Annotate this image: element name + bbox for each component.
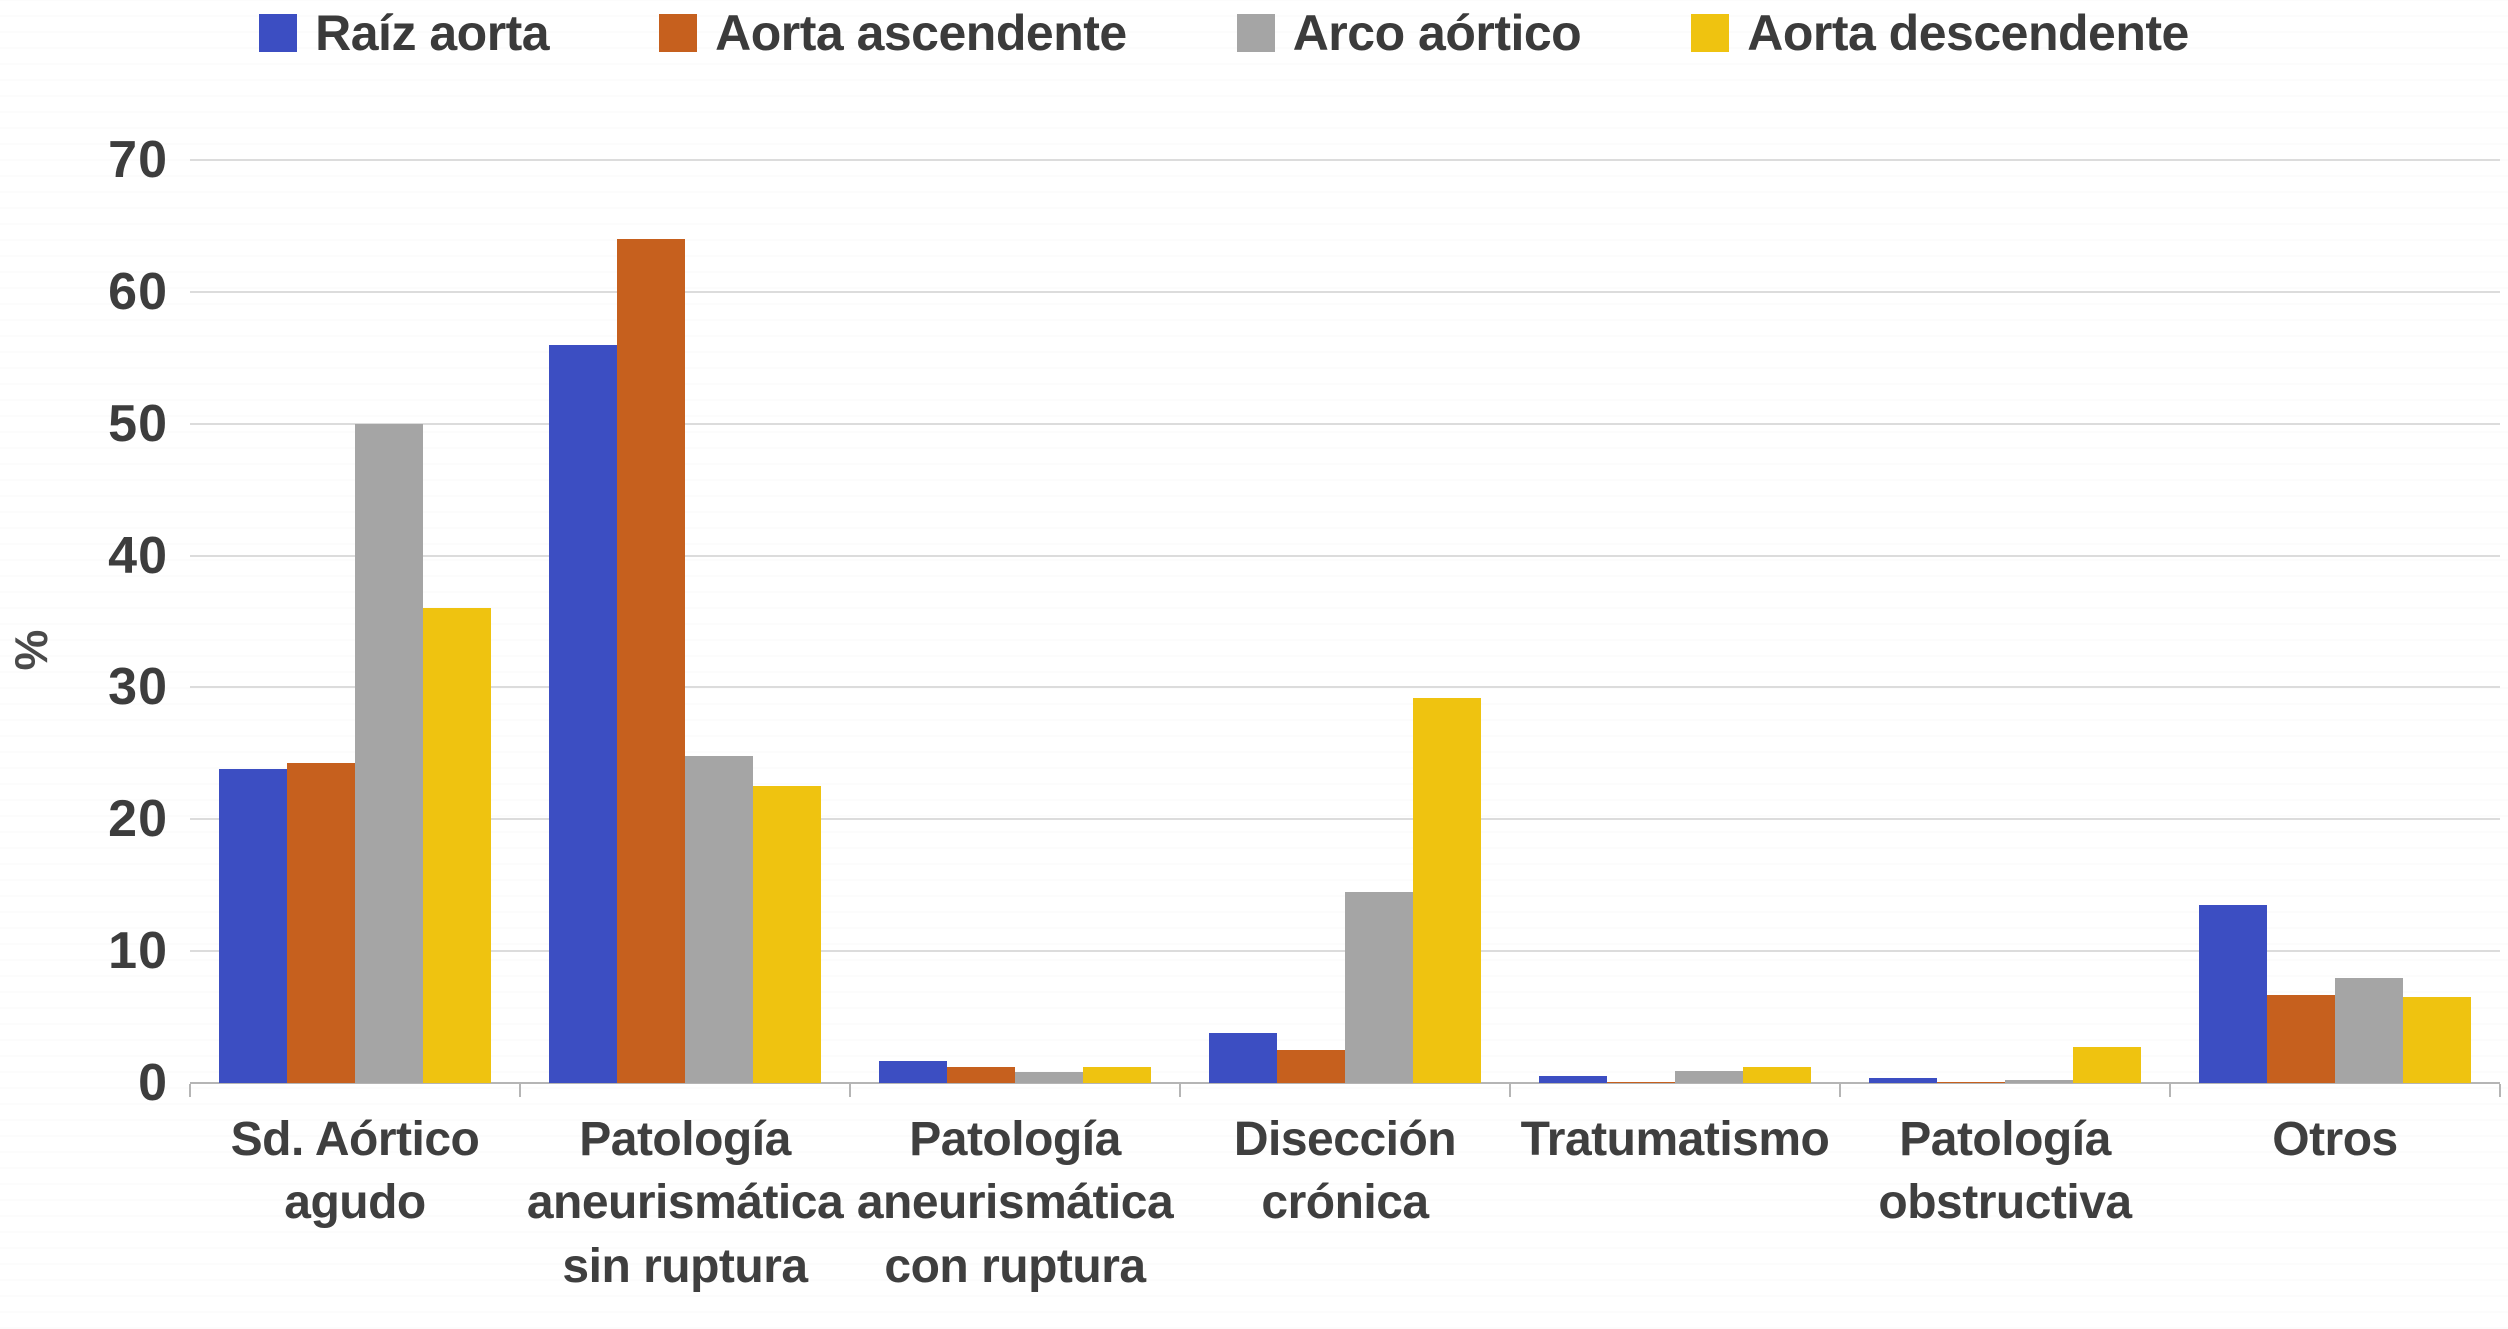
y-tick-label: 70	[108, 131, 168, 189]
gridline	[190, 290, 2500, 293]
x-category-label: Tratumatismo	[1520, 1113, 1830, 1166]
bar	[1675, 1071, 1743, 1083]
legend-item-aorta-ascendente: Aorta ascendente	[659, 4, 1127, 62]
bar	[355, 423, 423, 1083]
x-category-label: Patología obstructiva	[1878, 1113, 2132, 1230]
bar	[1015, 1072, 1083, 1083]
x-category-label: Sd. Aórtico agudo	[230, 1113, 480, 1230]
gridline	[190, 159, 2500, 161]
x-axis-line	[190, 1082, 2500, 1084]
bar-group	[1180, 160, 1510, 1083]
legend-label: Aorta descendente	[1747, 5, 2189, 61]
bar	[549, 344, 617, 1083]
x-category-label: Disección crónica	[1233, 1113, 1457, 1230]
bar-group	[190, 160, 520, 1083]
y-tick-label: 30	[108, 658, 168, 717]
bar-group	[1510, 160, 1840, 1083]
bar	[617, 239, 685, 1083]
bar	[2335, 977, 2403, 1083]
legend-item-raiz-aorta: Raíz aorta	[259, 4, 550, 62]
bar	[2199, 905, 2267, 1083]
y-tick-label: 50	[108, 394, 168, 453]
y-axis-tick-labels: 0 10 20 30 40 50 60 70	[0, 131, 168, 1112]
legend-item-aorta-descendente: Aorta descendente	[1691, 4, 2189, 62]
gridline	[190, 554, 2500, 557]
bar	[1539, 1076, 1607, 1083]
bar	[1937, 1081, 2005, 1083]
chart-legend: Raíz aorta Aorta ascendente Arco aórtico…	[0, 2, 2448, 64]
bar	[287, 762, 355, 1083]
y-tick-label: 20	[108, 790, 168, 849]
bar	[879, 1060, 947, 1083]
legend-label: Raíz aorta	[315, 5, 550, 61]
x-axis-tick	[1179, 1084, 1181, 1097]
bar	[2403, 997, 2471, 1083]
bar-group	[520, 160, 850, 1083]
bar	[1413, 697, 1481, 1083]
y-tick-label: 10	[108, 922, 168, 981]
x-axis-tick	[2499, 1084, 2501, 1097]
x-category-label: Patología aneurismática con ruptura	[856, 1113, 1174, 1293]
bar	[1869, 1077, 1937, 1083]
bar	[1743, 1067, 1811, 1083]
y-tick-label: 0	[138, 1054, 168, 1112]
y-tick-label: 60	[108, 262, 168, 321]
bar	[947, 1067, 1015, 1083]
legend-label: Arco aórtico	[1292, 5, 1582, 61]
bar-group	[2170, 160, 2500, 1083]
bar-group	[1840, 160, 2170, 1083]
x-axis-tick	[2169, 1084, 2171, 1097]
bar	[1607, 1081, 1675, 1083]
legend-swatch-icon	[259, 14, 298, 52]
bar	[1345, 891, 1413, 1083]
x-axis-tick	[1839, 1084, 1841, 1097]
bar	[2073, 1047, 2141, 1083]
bar	[1083, 1067, 1151, 1083]
x-axis-tick	[1509, 1084, 1511, 1097]
x-category-label: Otros	[2272, 1113, 2398, 1166]
gridline	[190, 686, 2500, 689]
bar	[219, 769, 287, 1083]
bar	[1209, 1032, 1277, 1083]
gridline	[190, 422, 2500, 425]
bar	[685, 756, 753, 1083]
x-axis-tick	[189, 1084, 191, 1097]
bar	[1277, 1050, 1345, 1083]
bar	[753, 786, 821, 1083]
x-axis-tick	[849, 1084, 851, 1097]
legend-swatch-icon	[1236, 14, 1275, 52]
y-tick-label: 40	[108, 526, 168, 585]
legend-swatch-icon	[1691, 14, 1730, 52]
plot-area	[189, 159, 2501, 1097]
gridline	[190, 818, 2500, 821]
legend-label: Aorta ascendente	[715, 5, 1127, 61]
legend-swatch-icon	[659, 14, 698, 52]
bar-group	[850, 160, 1180, 1083]
bar	[2267, 994, 2335, 1083]
bar	[423, 608, 491, 1083]
x-category-label: Patología aneurismática sin ruptura	[526, 1113, 844, 1293]
legend-item-arco-aortico: Arco aórtico	[1236, 4, 1582, 62]
bar	[2005, 1080, 2073, 1083]
x-axis-tick	[519, 1084, 521, 1097]
